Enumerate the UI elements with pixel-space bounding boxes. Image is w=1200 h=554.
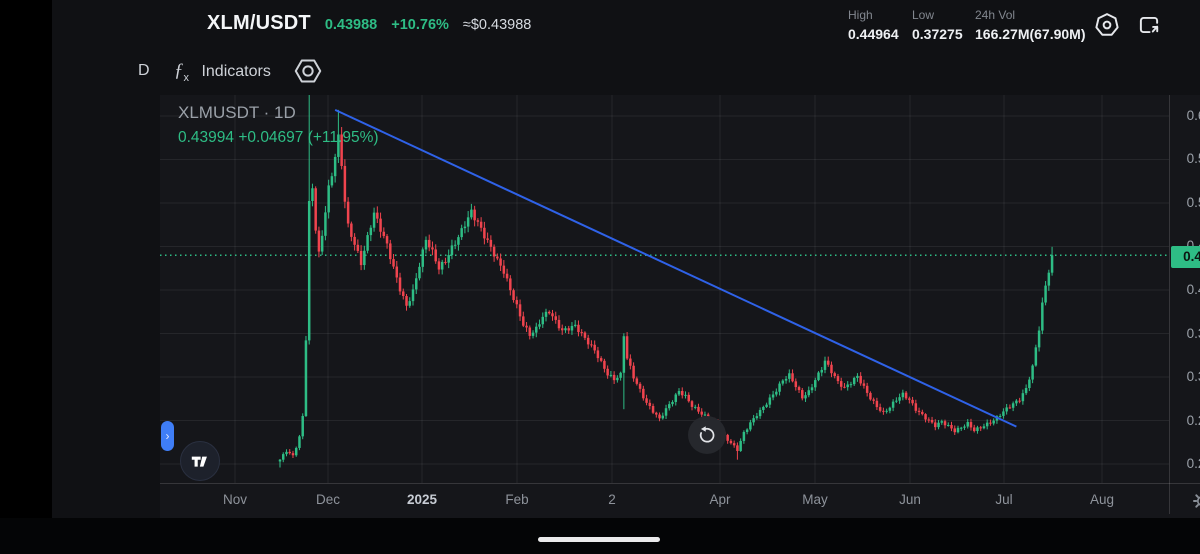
drawer-handle[interactable]: › — [161, 421, 174, 451]
stat-low: Low 0.37275 — [912, 8, 963, 44]
chevron-right-icon: › — [165, 429, 170, 443]
price-tick-label: 0.50000 — [1186, 194, 1200, 210]
interval-button[interactable]: D — [138, 62, 150, 79]
price-tick-label: 0.60000 — [1186, 107, 1200, 123]
change-percent: +10.76% — [391, 17, 449, 33]
stat-high-label: High — [848, 8, 873, 22]
price-tick-label: 0.25000 — [1186, 412, 1200, 428]
stat-low-label: Low — [912, 8, 935, 22]
price-axis-separator — [1169, 95, 1170, 514]
price-tick-label: 0.55000 — [1186, 151, 1200, 167]
stat-volume-value: 166.27M(67.90M) — [975, 26, 1086, 42]
time-axis[interactable]: Nov Dec 2025 Feb 2 Apr May Jun Jul Aug — [160, 484, 1200, 518]
time-tick-label: Aug — [1089, 492, 1115, 507]
stat-high: High 0.44964 — [848, 8, 899, 44]
time-tick-label: May — [802, 492, 828, 507]
time-tick-label: Jul — [995, 492, 1013, 507]
tradingview-logo[interactable] — [180, 441, 220, 481]
reload-icon — [699, 426, 715, 443]
time-tick-label: Jun — [899, 492, 921, 507]
stat-low-value: 0.37275 — [912, 26, 963, 42]
chart-properties-icon[interactable] — [1190, 489, 1200, 513]
approx-usd-price: ≈$0.43988 — [462, 17, 532, 33]
chart-app: XLM/USDT 0.43988 +10.76% ≈$0.43988 High … — [52, 0, 1200, 518]
fx-icon: ƒx — [174, 60, 189, 84]
last-price: 0.43988 — [324, 17, 378, 33]
chart-widget: XLMUSDT · 1D 0.43994 +0.04697 (+11.95%) … — [160, 95, 1200, 518]
time-tick-label: Feb — [505, 492, 529, 507]
candlestick-plot[interactable] — [160, 95, 1169, 483]
indicators-button[interactable]: ƒx Indicators — [174, 58, 271, 91]
time-tick-label: Apr — [709, 492, 731, 507]
time-tick-label: Dec — [315, 492, 341, 507]
time-tick-label: Nov — [222, 492, 248, 507]
time-axis-separator — [160, 483, 1200, 484]
settings-icon[interactable] — [1094, 12, 1120, 38]
price-tick-label: 0.20000 — [1186, 456, 1200, 472]
chart-settings-icon[interactable] — [294, 57, 322, 85]
price-axis[interactable]: 0.600000.550000.500000.450000.400000.350… — [1170, 95, 1200, 483]
price-tick-label: 0.40000 — [1186, 282, 1200, 297]
price-tick-label: 0.30000 — [1186, 369, 1200, 385]
indicators-label: Indicators — [201, 63, 271, 80]
home-indicator[interactable] — [538, 537, 660, 542]
stat-volume: 24h Vol 166.27M(67.90M) — [975, 8, 1086, 44]
price-tick-label: 0.35000 — [1186, 325, 1200, 341]
time-tick-label: 2 — [608, 492, 616, 507]
header: XLM/USDT 0.43988 +10.76% ≈$0.43988 — [207, 12, 531, 35]
system-bottom-bar — [0, 518, 1200, 554]
time-tick-label: 2025 — [406, 492, 438, 507]
stat-volume-label: 24h Vol — [975, 8, 1016, 22]
pair-title: XLM/USDT — [207, 12, 311, 34]
stat-high-value: 0.44964 — [848, 26, 899, 42]
reset-chart-button[interactable] — [688, 416, 726, 454]
exit-fullscreen-icon[interactable] — [1136, 12, 1162, 38]
current-price-tag: 0.43994 — [1171, 246, 1200, 269]
